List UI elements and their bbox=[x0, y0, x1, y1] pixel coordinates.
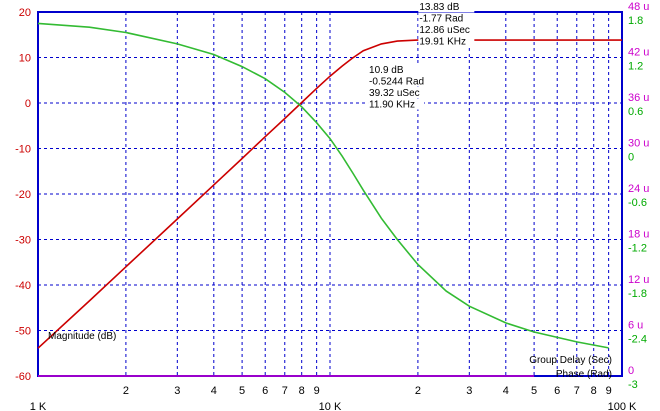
series-label: Phase (Rad) bbox=[556, 369, 612, 380]
annotation-bg bbox=[368, 98, 425, 110]
y-tick-label-group-delay: 6 u bbox=[628, 320, 643, 332]
y-tick-label-phase: 0 bbox=[628, 152, 634, 164]
x-tick-label: 9 bbox=[606, 385, 612, 397]
x-tick-label: 2 bbox=[123, 385, 129, 397]
x-tick-label: 6 bbox=[262, 385, 268, 397]
x-tick-label: 6 bbox=[554, 385, 560, 397]
annotation-text: -1.77 Rad bbox=[419, 14, 463, 25]
x-tick-label: 5 bbox=[239, 385, 245, 397]
x-tick-label: 3 bbox=[466, 385, 472, 397]
x-tick-label: 2 bbox=[415, 385, 421, 397]
y-tick-label-magnitude: 10 bbox=[19, 53, 31, 65]
annotation-text: 10.9 dB bbox=[369, 65, 404, 76]
series-label: Magnitude (dB) bbox=[48, 331, 116, 342]
annotation-bg bbox=[418, 12, 475, 24]
x-tick-label: 5 bbox=[531, 385, 537, 397]
x-tick-label: 4 bbox=[211, 385, 217, 397]
x-tick-label: 8 bbox=[299, 385, 305, 397]
y-tick-label-group-delay: 36 u bbox=[628, 92, 649, 104]
x-tick-label: 8 bbox=[591, 385, 597, 397]
x-tick-label: 7 bbox=[282, 385, 288, 397]
annotation-bg bbox=[418, 1, 475, 12]
y-tick-label-group-delay: 30 u bbox=[628, 138, 649, 150]
y-tick-label-phase: 1.2 bbox=[628, 61, 643, 73]
annotation-text: 19.91 KHz bbox=[419, 37, 466, 48]
y-tick-label-group-delay: 24 u bbox=[628, 183, 649, 195]
series-line-phase bbox=[37, 22, 609, 349]
y-tick-label-magnitude: -40 bbox=[15, 280, 31, 292]
annotation-text: 12.86 uSec bbox=[419, 25, 470, 36]
y-tick-label-phase: -2.4 bbox=[628, 334, 647, 346]
x-tick-label: 4 bbox=[503, 385, 509, 397]
y-tick-label-phase: -1.8 bbox=[628, 288, 647, 300]
y-tick-label-magnitude: 0 bbox=[25, 98, 31, 110]
y-tick-label-magnitude: -30 bbox=[15, 235, 31, 247]
x-tick-label: 3 bbox=[174, 385, 180, 397]
y-tick-label-magnitude: -10 bbox=[15, 144, 31, 156]
annotation-text: 13.83 dB bbox=[419, 2, 459, 13]
x-tick-label: 9 bbox=[314, 385, 320, 397]
x-tick-label: 10 K bbox=[319, 401, 342, 411]
y-tick-label-phase: 0.6 bbox=[628, 106, 643, 118]
annotation-bg bbox=[418, 24, 475, 35]
annotation-bg bbox=[368, 64, 425, 75]
y-tick-label-magnitude: 20 bbox=[19, 7, 31, 19]
y-tick-label-phase: -1.2 bbox=[628, 243, 647, 255]
y-tick-label-group-delay: 0 bbox=[628, 365, 634, 377]
y-tick-label-group-delay: 12 u bbox=[628, 274, 649, 286]
y-tick-label-group-delay: 18 u bbox=[628, 229, 649, 241]
y-tick-label-magnitude: -60 bbox=[15, 371, 31, 383]
annotation-text: 11.90 KHz bbox=[369, 100, 415, 111]
y-tick-label-group-delay: 42 u bbox=[628, 47, 649, 59]
annotation-text: -0.5244 Rad bbox=[369, 77, 424, 88]
y-tick-label-magnitude: -20 bbox=[15, 189, 31, 201]
x-tick-label: 1 K bbox=[30, 401, 47, 411]
x-tick-label: 7 bbox=[574, 385, 580, 397]
x-tick-label: 100 K bbox=[608, 401, 637, 411]
annotation-bg bbox=[368, 75, 425, 87]
annotation-bg bbox=[418, 35, 475, 47]
y-tick-label-phase: 1.8 bbox=[628, 15, 643, 27]
y-tick-label-magnitude: -50 bbox=[15, 326, 31, 338]
y-tick-label-phase: -0.6 bbox=[628, 197, 647, 209]
y-tick-label-group-delay: 48 u bbox=[628, 1, 649, 13]
series-label: Group Delay (Sec) bbox=[529, 355, 612, 366]
y-tick-label-phase: -3 bbox=[628, 379, 638, 391]
annotation-bg bbox=[368, 87, 425, 98]
annotation-text: 39.32 uSec bbox=[369, 88, 420, 99]
